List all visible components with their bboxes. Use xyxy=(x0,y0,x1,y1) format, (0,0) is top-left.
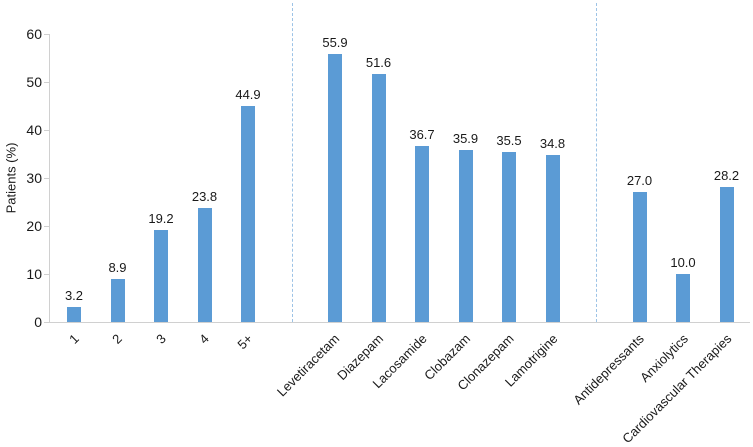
bar xyxy=(197,207,212,322)
y-axis-tick-label: 30 xyxy=(26,170,42,186)
bar xyxy=(502,151,516,322)
y-axis-tick-label: 10 xyxy=(26,266,42,282)
bar xyxy=(371,74,386,322)
x-axis-label: Levetiracetam xyxy=(274,331,343,400)
bar xyxy=(719,186,734,322)
bar-value-label: 27.0 xyxy=(626,173,653,189)
bar xyxy=(632,192,647,322)
bar-value-label: 34.8 xyxy=(539,135,566,151)
bar xyxy=(415,145,429,322)
y-axis-tick xyxy=(44,274,49,275)
y-axis-tick xyxy=(44,82,49,83)
y-axis-tick xyxy=(44,130,49,131)
y-axis-tick xyxy=(44,322,49,323)
x-axis-line xyxy=(49,322,750,323)
bar-value-label: 44.9 xyxy=(235,87,261,103)
y-axis-tick-label: 40 xyxy=(26,122,42,138)
bar xyxy=(110,279,125,322)
y-axis-tick-label: 20 xyxy=(26,218,42,234)
x-axis-label: 2 xyxy=(109,331,126,347)
bar xyxy=(67,306,81,322)
bar-value-label: 51.6 xyxy=(365,55,392,71)
y-axis-tick xyxy=(44,226,49,227)
x-axis-label: 4 xyxy=(196,331,213,347)
bar-value-label: 36.7 xyxy=(409,126,435,142)
group-separator-dashed-line xyxy=(596,3,597,322)
group-separator-dashed-line xyxy=(291,3,293,322)
bar-value-label: 55.9 xyxy=(322,34,348,50)
bar-value-label: 35.5 xyxy=(496,132,522,148)
y-axis-tick-label: 0 xyxy=(34,314,42,330)
y-axis-tick xyxy=(44,34,49,35)
bar xyxy=(676,274,690,322)
bar xyxy=(328,53,342,322)
x-axis-label: 5+ xyxy=(234,331,256,353)
bar-value-label: 28.2 xyxy=(713,167,740,183)
y-axis-line xyxy=(49,34,50,323)
x-axis-label: Antidepressants xyxy=(570,331,648,408)
x-axis-label: 1 xyxy=(65,331,82,347)
bar xyxy=(545,154,560,322)
bar-value-label: 19.2 xyxy=(148,210,174,226)
bar-value-label: 8.9 xyxy=(108,260,127,276)
y-axis-tick xyxy=(44,178,49,179)
bar-value-label: 10.0 xyxy=(670,255,696,270)
bar xyxy=(241,106,255,322)
y-axis-tick-label: 50 xyxy=(26,74,42,90)
bar xyxy=(154,229,168,322)
x-axis-label: 3 xyxy=(152,331,169,347)
bar-value-label: 3.2 xyxy=(64,287,84,303)
bar xyxy=(458,149,473,322)
bar-value-label: 35.9 xyxy=(452,130,479,146)
bar-value-label: 23.8 xyxy=(191,188,218,204)
y-axis-tick-label: 60 xyxy=(26,26,42,42)
